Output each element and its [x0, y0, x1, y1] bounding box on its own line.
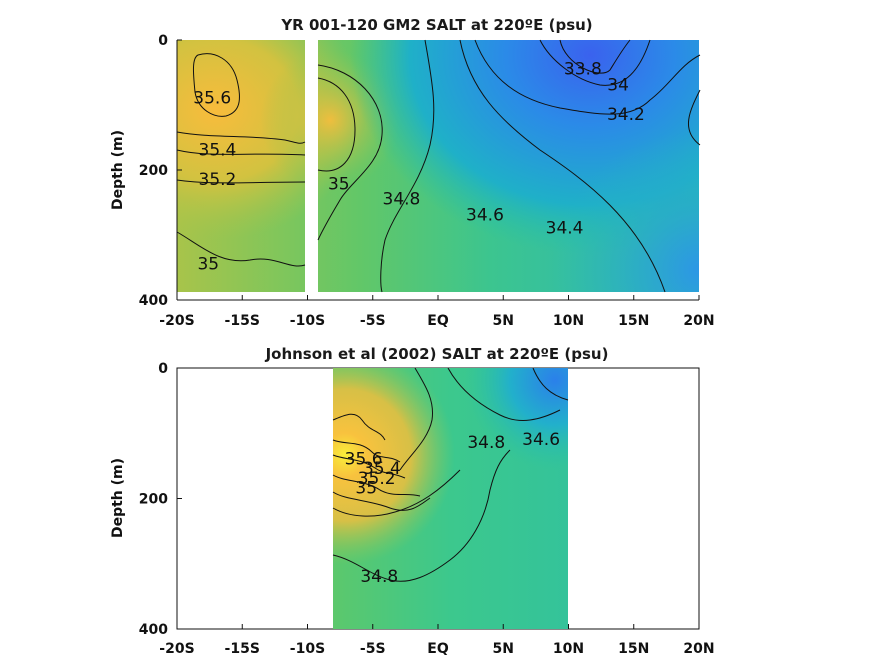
x-tick-label: -15S — [225, 641, 260, 656]
x-tick-label: 5N — [493, 641, 514, 656]
x-tick-label: -20S — [159, 641, 194, 656]
x-tick-label: 15N — [618, 641, 649, 656]
panel-1-heatmap — [177, 40, 699, 300]
y-tick-label: 200 — [139, 163, 168, 179]
x-tick-label: -15S — [225, 313, 260, 329]
panel-2-contour-lines — [332, 367, 569, 582]
panel-2: Johnson et al (2002) SALT at 220ºE (psu)… — [110, 345, 715, 656]
contour-label: 34 — [607, 76, 629, 96]
contour-label: 33.8 — [564, 59, 602, 79]
y-tick-label: 200 — [139, 492, 168, 508]
y-tick-label: 400 — [139, 622, 168, 638]
contour-label: 34.8 — [360, 567, 398, 587]
x-tick-label: 10N — [553, 313, 584, 329]
contour-label: 35.4 — [363, 459, 401, 479]
panel-2-contour-labels: 35.635.435.235 34.8 34.6 34.8 — [345, 430, 560, 587]
contour-label: 35.6 — [345, 449, 383, 469]
contour-label: 34.6 — [466, 206, 504, 226]
contour-label: 35.6 — [193, 89, 231, 109]
x-tick-label: EQ — [427, 641, 449, 656]
y-tick-label: 400 — [139, 293, 168, 309]
x-tick-label: -20S — [159, 313, 194, 329]
panel-2-heatmap — [333, 368, 568, 629]
panel-1-axes: -20S -15S -10S -5S EQ 5N 10N 15N 20N 0 200 400 — [139, 33, 715, 329]
y-tick-label: 0 — [158, 361, 168, 377]
panel-2-ylabel: Depth (m) — [110, 458, 126, 538]
panel-2-axes: -20S -15S -10S -5S EQ 5N 10N 15N 20N 0 200 400 — [139, 361, 715, 656]
contour-label: 35.2 — [199, 170, 237, 190]
contour-label: 35 — [355, 479, 377, 499]
panel-1: YR 001-120 GM2 SALT at 220ºE (psu) 35.63 — [110, 16, 715, 329]
panel-1-ylabel: Depth (m) — [110, 130, 126, 210]
x-tick-label: 20N — [683, 313, 714, 329]
x-tick-label: -10S — [290, 313, 325, 329]
contour-label: 34.8 — [383, 189, 421, 209]
x-tick-label: -5S — [360, 313, 386, 329]
contour-label: 34.8 — [467, 433, 505, 453]
contour-label: 35 — [328, 174, 350, 194]
x-tick-label: -5S — [360, 641, 386, 656]
contour-label: 34.4 — [546, 219, 584, 239]
panel-2-title: Johnson et al (2002) SALT at 220ºE (psu) — [265, 345, 609, 363]
contour-label: 34.2 — [607, 105, 645, 125]
panel-1-title: YR 001-120 GM2 SALT at 220ºE (psu) — [280, 16, 592, 34]
contour-label: 35.4 — [199, 141, 237, 161]
x-tick-label: -10S — [290, 641, 325, 656]
x-tick-label: 10N — [553, 641, 584, 656]
contour-label: 35 — [197, 254, 219, 274]
contour-label: 35.2 — [358, 469, 396, 489]
y-tick-label: 0 — [158, 33, 168, 49]
x-tick-label: EQ — [427, 313, 449, 329]
panel-1-contour-lines — [176, 39, 701, 293]
contour-label: 34.6 — [522, 430, 560, 450]
x-tick-label: 15N — [618, 313, 649, 329]
panel-1-data-gap — [305, 40, 318, 300]
x-tick-label: 5N — [493, 313, 514, 329]
x-tick-label: 20N — [683, 641, 714, 656]
